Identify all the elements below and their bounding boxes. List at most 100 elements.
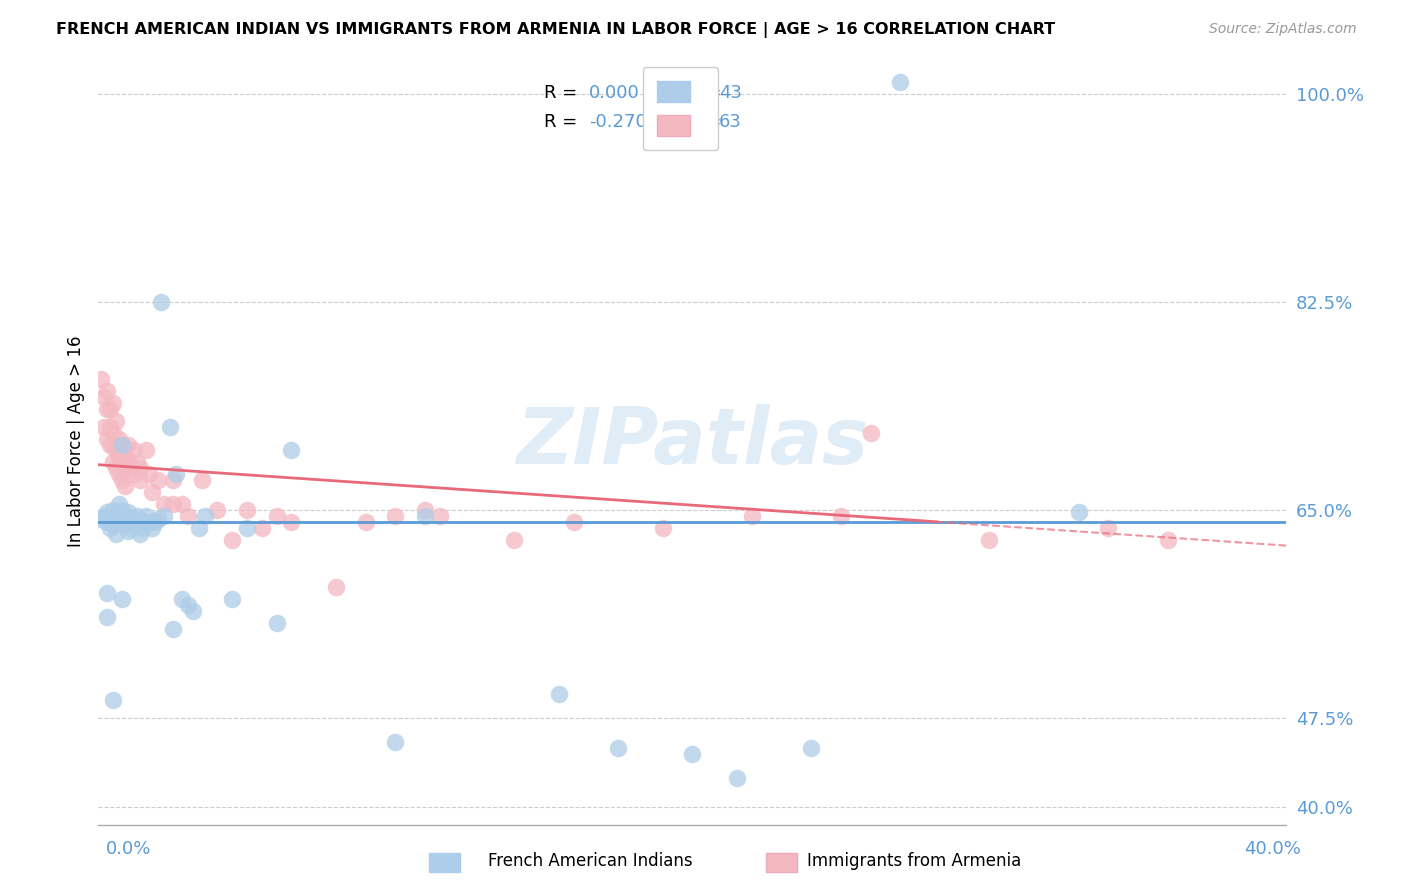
Point <box>162 473 184 487</box>
Point <box>205 503 228 517</box>
Point <box>98 512 121 526</box>
Point <box>111 437 134 451</box>
Point <box>562 515 585 529</box>
Point <box>188 521 211 535</box>
Point <box>105 508 128 523</box>
Point <box>607 740 630 755</box>
Point <box>98 521 121 535</box>
Point <box>103 425 125 440</box>
Point <box>162 622 184 636</box>
Point <box>221 592 243 607</box>
Point <box>111 592 134 607</box>
Point <box>384 508 406 523</box>
Point <box>413 508 436 523</box>
Point <box>141 521 163 535</box>
Point <box>93 508 115 523</box>
Point <box>547 687 569 701</box>
Text: Source: ZipAtlas.com: Source: ZipAtlas.com <box>1209 22 1357 37</box>
Point <box>183 604 205 618</box>
Text: -0.270: -0.270 <box>589 113 647 131</box>
Point <box>194 508 217 523</box>
Text: 43: 43 <box>718 84 741 102</box>
Point <box>429 508 451 523</box>
Point <box>105 443 128 458</box>
Point <box>98 401 121 416</box>
Point <box>280 443 302 458</box>
Point <box>103 396 125 410</box>
Point <box>129 526 152 541</box>
Point <box>114 508 136 523</box>
Point <box>266 508 288 523</box>
Point <box>96 610 118 624</box>
Point <box>111 437 134 451</box>
Point <box>146 512 169 526</box>
Text: R =: R = <box>544 113 583 131</box>
Point <box>98 437 121 451</box>
Point <box>236 521 259 535</box>
Point <box>111 503 134 517</box>
Point <box>979 533 1001 547</box>
Text: 0.000: 0.000 <box>589 84 640 102</box>
Point <box>889 75 911 89</box>
Point <box>96 505 118 519</box>
Text: Immigrants from Armenia: Immigrants from Armenia <box>807 852 1021 870</box>
Point <box>93 419 115 434</box>
Point <box>117 437 139 451</box>
Point <box>103 503 125 517</box>
Point <box>103 693 125 707</box>
Point <box>149 294 172 309</box>
Point <box>143 515 166 529</box>
Text: French American Indians: French American Indians <box>488 852 693 870</box>
Text: N =: N = <box>686 84 727 102</box>
Point <box>96 432 118 446</box>
Point <box>651 521 673 535</box>
Text: ZIPatlas: ZIPatlas <box>516 403 869 480</box>
Point <box>146 473 169 487</box>
Point <box>162 497 184 511</box>
Point <box>108 497 131 511</box>
Point <box>165 467 187 482</box>
Point <box>354 515 377 529</box>
Point <box>1067 505 1090 519</box>
Point <box>108 450 131 464</box>
Point <box>117 524 139 539</box>
Point <box>138 467 160 482</box>
Point <box>859 425 882 440</box>
Point <box>111 473 134 487</box>
Point <box>725 771 748 785</box>
Point <box>105 526 128 541</box>
Point <box>120 521 142 535</box>
Point <box>266 615 288 630</box>
Point <box>129 473 152 487</box>
Point <box>114 461 136 475</box>
Point <box>135 443 157 458</box>
Point <box>503 533 526 547</box>
Point <box>152 508 174 523</box>
Point <box>152 497 174 511</box>
Point <box>413 503 436 517</box>
Point <box>280 515 302 529</box>
Point <box>103 517 125 532</box>
Text: R =: R = <box>544 84 583 102</box>
Legend: , : , <box>643 67 718 150</box>
Point <box>108 515 131 529</box>
Point <box>741 508 763 523</box>
Point <box>129 461 152 475</box>
Point <box>122 467 145 482</box>
Point <box>117 455 139 469</box>
Point <box>90 372 112 386</box>
Point <box>96 401 118 416</box>
Point <box>159 419 181 434</box>
Point <box>120 515 142 529</box>
Point <box>830 508 852 523</box>
Point <box>325 580 347 594</box>
Point <box>141 485 163 500</box>
Point <box>384 735 406 749</box>
Point <box>117 505 139 519</box>
Text: 40.0%: 40.0% <box>1244 840 1301 858</box>
Point <box>250 521 273 535</box>
Point <box>108 467 131 482</box>
Point <box>176 508 198 523</box>
Point <box>125 508 148 523</box>
Point <box>105 414 128 428</box>
